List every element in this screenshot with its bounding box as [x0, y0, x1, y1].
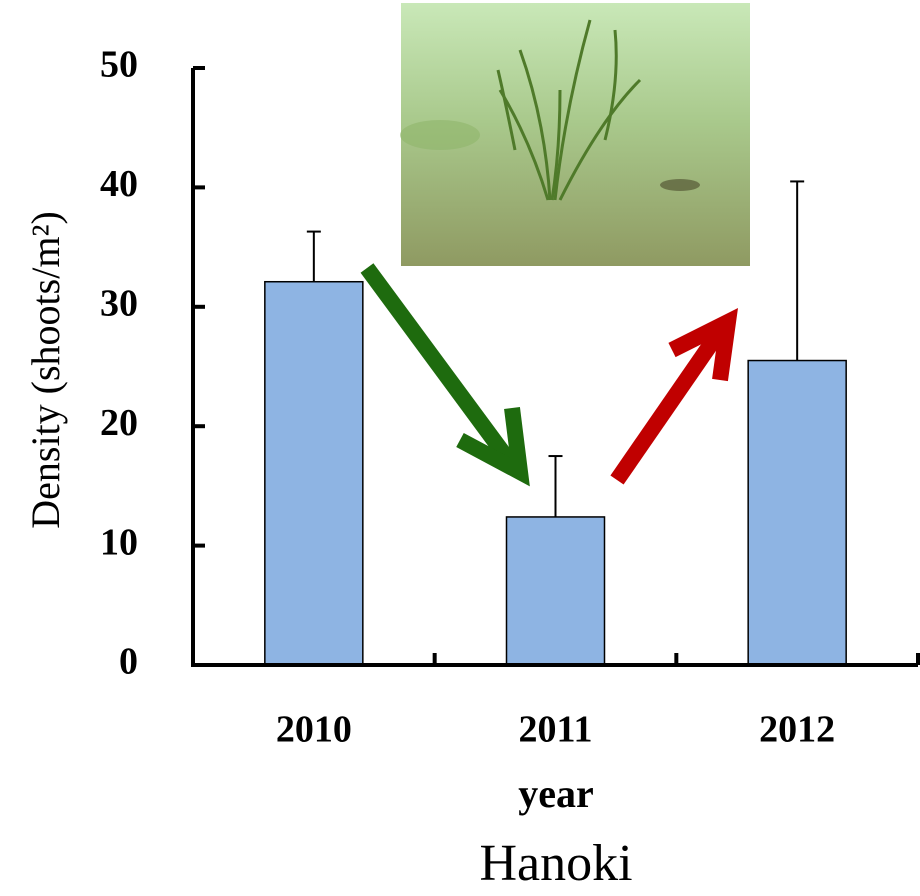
- photo: [400, 3, 750, 266]
- trend-arrows: [367, 268, 728, 480]
- y-tick-label: 20: [100, 402, 138, 444]
- bar: [507, 517, 605, 665]
- x-tick-label: 2012: [759, 709, 835, 751]
- x-tick-label: 2010: [276, 709, 352, 751]
- bar: [265, 282, 363, 665]
- y-tick-label: 50: [100, 44, 138, 86]
- x-axis-title: year: [518, 771, 594, 816]
- x-tick-label: 2011: [519, 709, 593, 751]
- y-tick-label: 30: [100, 283, 138, 325]
- bar: [748, 361, 846, 665]
- y-axis-title: Density (shoots/m²): [23, 211, 68, 529]
- chart: Density (shoots/m²) year Hanoki 0 10 20 30 4…: [0, 0, 920, 896]
- y-tick-label: 40: [100, 163, 138, 205]
- y-tick-label: 0: [119, 641, 138, 683]
- y-tick-label: 10: [100, 521, 138, 563]
- caption: Hanoki: [479, 835, 632, 892]
